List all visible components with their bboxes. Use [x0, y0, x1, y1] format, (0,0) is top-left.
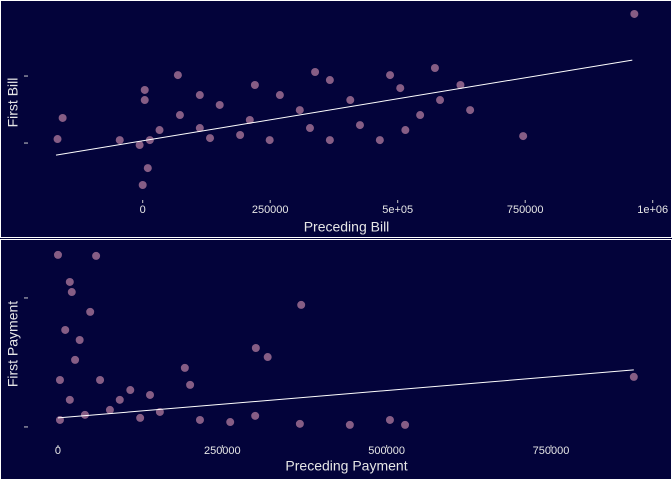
point	[297, 300, 306, 309]
point	[311, 68, 320, 77]
point	[140, 96, 149, 105]
point	[65, 277, 74, 286]
point	[519, 132, 528, 141]
point	[346, 96, 355, 105]
x-tick-label: 750000	[507, 204, 544, 216]
point	[629, 372, 638, 381]
point	[630, 9, 639, 18]
panel-frame	[0, 0, 672, 238]
point	[386, 71, 395, 80]
point	[195, 124, 204, 133]
point	[55, 375, 64, 384]
point	[245, 115, 254, 124]
x-axis-title: Preceding Payment	[285, 458, 407, 474]
point	[396, 84, 405, 93]
point	[75, 336, 84, 345]
fit-line	[57, 369, 634, 419]
point	[146, 390, 155, 399]
x-tick-label: 750000	[533, 445, 570, 457]
x-tick-label: 250000	[204, 445, 241, 457]
point	[226, 418, 235, 427]
point	[195, 91, 204, 100]
x-tick-label: 1e+06	[637, 204, 668, 216]
point	[295, 419, 304, 428]
point	[80, 410, 89, 419]
y-axis-title: First Bill	[5, 78, 21, 128]
point	[355, 121, 364, 130]
point	[325, 76, 334, 85]
point	[295, 106, 304, 115]
point	[186, 380, 195, 389]
x-tick-label: 250000	[252, 204, 289, 216]
point	[155, 126, 164, 135]
point	[250, 81, 259, 90]
panel-frame	[0, 239, 672, 480]
x-tick-label: 500000	[368, 445, 405, 457]
point	[236, 131, 245, 139]
point	[67, 288, 76, 297]
point	[96, 375, 105, 384]
point	[416, 111, 425, 120]
x-tick-label: 0	[55, 445, 61, 457]
point	[325, 136, 334, 145]
point	[456, 81, 465, 90]
point	[263, 353, 272, 362]
point	[265, 136, 274, 145]
point	[195, 415, 204, 424]
point	[61, 325, 70, 334]
point	[105, 405, 114, 414]
point	[65, 395, 74, 404]
point	[180, 363, 189, 372]
point	[92, 251, 101, 260]
point	[436, 96, 445, 105]
point	[71, 355, 80, 364]
point	[305, 124, 314, 133]
x-tick-label: 0	[140, 204, 146, 216]
point	[375, 136, 384, 145]
point	[401, 126, 410, 135]
point	[126, 386, 135, 395]
x-tick-label: 5e+05	[382, 204, 413, 216]
point	[345, 420, 354, 429]
fit-line	[55, 59, 633, 156]
point	[430, 63, 439, 72]
point	[115, 136, 124, 145]
point	[215, 100, 224, 109]
point	[53, 250, 62, 259]
point	[173, 71, 182, 80]
y-axis-title: First Payment	[5, 301, 21, 387]
point	[251, 343, 260, 352]
point	[206, 134, 215, 143]
point	[251, 411, 260, 420]
point	[136, 413, 145, 422]
point	[58, 113, 67, 122]
point	[135, 141, 144, 150]
point	[175, 111, 184, 120]
point	[140, 85, 149, 94]
point	[86, 307, 95, 316]
point	[385, 415, 394, 424]
point	[275, 91, 284, 100]
point	[138, 180, 147, 189]
x-axis-title: Preceding Bill	[304, 219, 390, 235]
point	[143, 164, 152, 173]
point	[466, 106, 475, 115]
point	[115, 395, 124, 404]
point	[53, 135, 62, 144]
point	[401, 420, 410, 429]
